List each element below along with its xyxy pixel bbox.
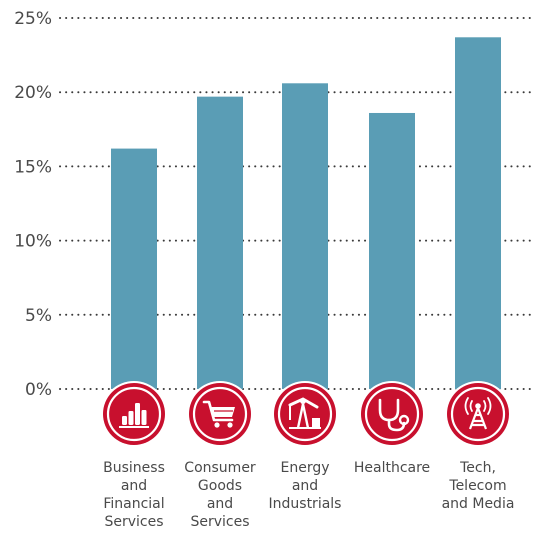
y-tick-label: 10% bbox=[14, 232, 52, 252]
x-tick-label: Healthcare bbox=[344, 459, 440, 477]
y-tick-label: 25% bbox=[14, 9, 52, 29]
x-tick-label-line: and bbox=[291, 478, 319, 494]
x-tick-label: Tech, Telecom and Media bbox=[430, 459, 526, 513]
x-tick-label-line: Tech, bbox=[460, 460, 496, 476]
x-tick-label-line: Energy bbox=[280, 460, 330, 476]
bar bbox=[282, 83, 328, 390]
y-tick-label: 15% bbox=[14, 157, 52, 177]
x-tick-label: Consumer Goods and Services bbox=[172, 459, 268, 531]
x-tick-label: Business and Financial Services bbox=[86, 459, 182, 531]
y-tick-label: 20% bbox=[14, 83, 52, 103]
x-tick-label-line: and bbox=[206, 496, 234, 512]
x-tick-label-line: Business bbox=[103, 460, 165, 476]
x-tick-label-line: and bbox=[120, 478, 148, 494]
x-tick-label-line: Telecom bbox=[449, 478, 507, 494]
x-tick-label-line: Industrials bbox=[268, 496, 342, 512]
oil-pump-icon bbox=[272, 381, 338, 447]
x-tick-label-line: Financial bbox=[103, 496, 165, 512]
radio-tower-icon bbox=[445, 381, 511, 447]
bar bbox=[369, 112, 415, 389]
x-tick-label-line: Services bbox=[104, 514, 164, 530]
x-tick-label-line: Consumer bbox=[184, 460, 256, 476]
y-tick-label: 5% bbox=[25, 306, 52, 326]
bar bbox=[111, 148, 157, 389]
bar bbox=[455, 37, 501, 390]
x-tick-label-line: Services bbox=[190, 514, 250, 530]
shopping-cart-icon bbox=[187, 381, 253, 447]
bar-chart-icon bbox=[101, 381, 167, 447]
x-tick-label-line: Healthcare bbox=[353, 460, 431, 476]
x-tick-label-line: Goods bbox=[197, 478, 243, 494]
y-tick-label: 0% bbox=[25, 380, 52, 400]
x-tick-label-line: and Media bbox=[441, 496, 515, 512]
x-tick-label: Energy and Industrials bbox=[257, 459, 353, 513]
bar bbox=[197, 96, 243, 389]
stethoscope-icon bbox=[359, 381, 425, 447]
